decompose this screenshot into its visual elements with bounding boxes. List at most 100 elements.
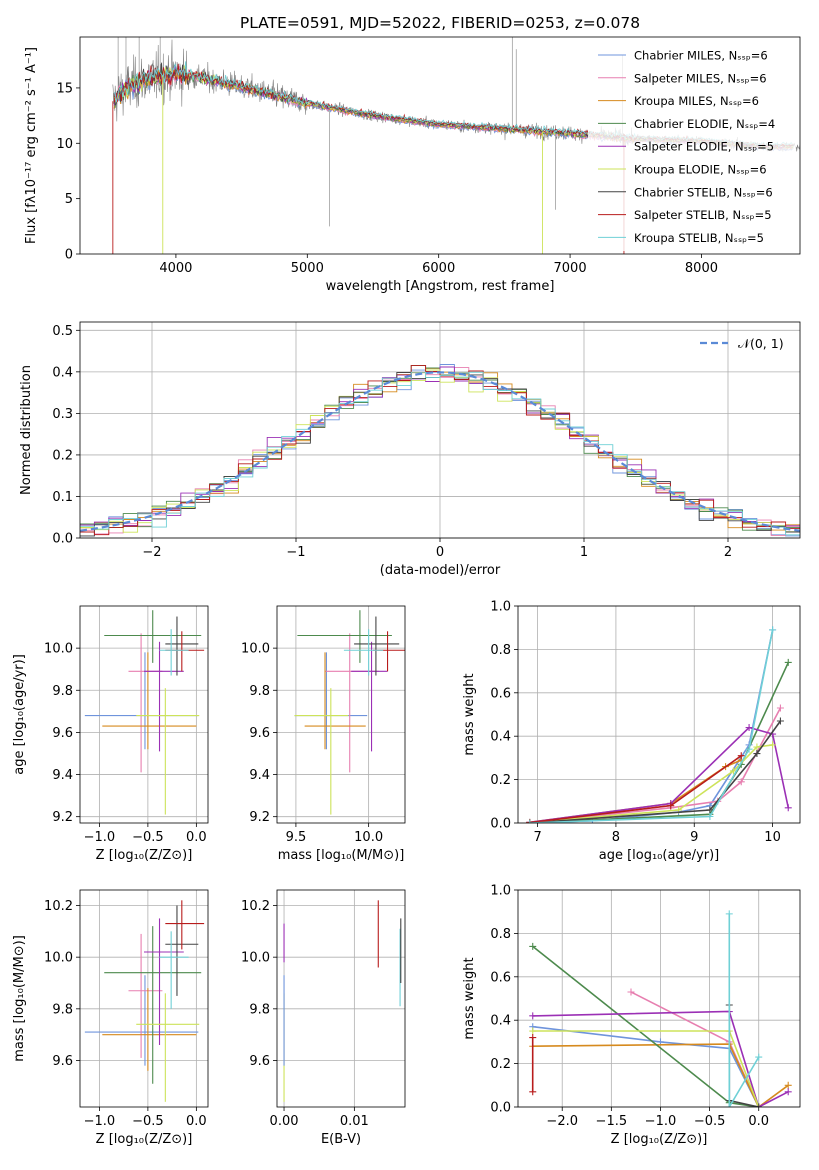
legend: 𝒩(0, 1) — [700, 336, 784, 351]
point-salp_elodie — [144, 918, 184, 1045]
point-salp_miles — [737, 778, 745, 786]
y-tick-label: 0.6 — [490, 686, 511, 701]
point-chab_stelib — [354, 616, 400, 676]
y-tick-label: 0.5 — [52, 324, 73, 339]
axes: 4000 5000 6000 7000 8000 0 5 10 15 wavelength [An… — [24, 36, 801, 294]
hist-krou_stelib — [80, 371, 800, 536]
axes-frame — [517, 605, 801, 824]
x-tick-label: −1.0 — [84, 1114, 116, 1129]
y-tick-label: 0.2 — [490, 1057, 511, 1072]
panel-weight_vs_z: −2.0 −1.5 −1.0 −0.5 0.0 0.0 0.2 0.4 0.6 0.8 1.0 Z [… — [462, 884, 801, 1147]
legend-label: Salpeter STELIB, Nₛₛₚ=5 — [634, 208, 772, 222]
series-chab_elodie — [532, 945, 759, 1107]
x-tick-label: 9 — [690, 830, 698, 845]
x-tick-label: 0.0 — [748, 1114, 769, 1129]
legend-label: Chabrier MILES, Nₛₛₚ=6 — [634, 49, 768, 63]
series-krou_elodie — [532, 1030, 760, 1107]
y-tick-label: 0 — [65, 248, 73, 263]
axes: −2 −1 0 1 2 0.0 0.1 0.2 0.3 0.4 0.5 (data-model)/er… — [19, 321, 801, 578]
axes: 9.5 10.0 9.2 9.4 9.6 9.8 10.0 mass [log₁₀(M/M⊙)… — [241, 605, 406, 863]
point-salp_elodie — [784, 1088, 792, 1096]
legend-label: Salpeter ELODIE, Nₛₛₚ=5 — [634, 140, 774, 154]
x-axis-label: Z [log₁₀(Z/Z⊙)] — [611, 1132, 708, 1147]
figure-title: PLATE=0591, MJD=52022, FIBERID=0253, z=0… — [240, 14, 640, 32]
y-tick-label: 10 — [56, 137, 73, 152]
grid — [518, 605, 800, 824]
point-krou_stelib — [343, 629, 384, 676]
point-krou_stelib — [755, 1053, 763, 1061]
axes-frame — [517, 889, 801, 1108]
plot-area — [80, 364, 800, 537]
panel-weight_vs_age: 7 8 9 10 0.0 0.2 0.4 0.6 0.8 1.0 age [log₁₀(age/yr… — [462, 600, 801, 863]
y-tick-label: 9.2 — [249, 810, 270, 825]
axes: 0.00 0.01 9.6 9.8 10.0 10.2 E(B-V) — [241, 889, 406, 1147]
point-krou_miles — [102, 988, 197, 1071]
point-salp_elodie — [529, 1012, 537, 1020]
panel-mass_vs_z: −1.0 −0.5 0.0 9.6 9.8 10.0 10.2 Z [log₁₀(Z/Z⊙)]… — [12, 889, 209, 1147]
series-krou_stelib — [728, 913, 760, 1107]
x-axis-label: E(B-V) — [321, 1132, 361, 1147]
legend: Chabrier MILES, Nₛₛₚ=6 Salpeter MILES, Nₛ… — [588, 41, 796, 251]
x-tick-label: 5000 — [291, 261, 324, 276]
plot-area — [526, 626, 792, 823]
series-chab_stelib — [529, 720, 782, 823]
point-salp_miles — [627, 988, 635, 996]
y-tick-label: 0.0 — [490, 1101, 511, 1116]
y-axis-label: Flux [fλ10⁻¹⁷ erg cm⁻² s⁻¹ A⁻¹] — [24, 47, 39, 244]
grid — [80, 890, 208, 1107]
y-tick-label: 0.0 — [490, 817, 511, 832]
legend-label: 𝒩(0, 1) — [738, 336, 784, 351]
point-chab_elodie — [297, 610, 392, 663]
plot-area — [84, 900, 205, 1102]
plot-area — [84, 610, 205, 815]
x-tick-label: 10 — [764, 830, 781, 845]
y-tick-label: 1.0 — [490, 600, 511, 615]
y-tick-label: 10.0 — [44, 951, 73, 966]
panel-age_vs_z: −1.0 −0.5 0.0 9.2 9.4 9.6 9.8 10.0 Z [log₁₀(Z/Z⊙… — [12, 605, 209, 863]
x-tick-label: 0.01 — [340, 1114, 369, 1129]
axes-frame — [276, 889, 406, 1108]
point-chab_stelib — [706, 806, 714, 814]
legend-label: Kroupa ELODIE, Nₛₛₚ=6 — [634, 163, 767, 177]
y-axis-label: Normed distribution — [19, 365, 34, 495]
panel-spectrum: 4000 5000 6000 7000 8000 0 5 10 15 wavelength [An… — [24, 36, 801, 294]
x-tick-label: 0.00 — [270, 1114, 299, 1129]
plot-area — [294, 610, 405, 815]
point-salp_stelib — [737, 752, 745, 760]
y-tick-label: 9.2 — [52, 810, 73, 825]
y-tick-label: 10.0 — [241, 951, 270, 966]
series-krou_elodie — [529, 744, 773, 823]
series-salp_elodie — [532, 1010, 789, 1107]
y-tick-label: 9.8 — [249, 684, 270, 699]
point-krou_stelib — [725, 910, 733, 918]
x-axis-label: wavelength [Angstrom, rest frame] — [326, 279, 555, 294]
panel-mass_vs_ebv: 0.00 0.01 9.6 9.8 10.0 10.2 E(B-V) — [241, 889, 406, 1147]
normal-curve — [80, 371, 800, 532]
point-chab_elodie — [784, 658, 792, 666]
y-tick-label: 9.4 — [249, 768, 270, 783]
legend-label: Salpeter MILES, Nₛₛₚ=6 — [634, 71, 767, 85]
point-salp_miles — [776, 704, 784, 712]
y-tick-label: 10.2 — [44, 899, 73, 914]
grid — [277, 890, 405, 1107]
y-tick-label: 5 — [65, 192, 73, 207]
y-tick-label: 0.0 — [52, 532, 73, 547]
point-chab_stelib — [753, 750, 761, 758]
y-tick-label: 9.8 — [52, 684, 73, 699]
point-chab_elodie — [104, 610, 202, 663]
axes-frame — [79, 605, 209, 824]
x-tick-label: −1.0 — [645, 1114, 677, 1129]
x-tick-label: 0.0 — [186, 1114, 207, 1129]
legend-label: Kroupa STELIB, Nₛₛₚ=5 — [634, 231, 764, 245]
axes: 7 8 9 10 0.0 0.2 0.4 0.6 0.8 1.0 age [log₁₀(age/yr… — [462, 600, 801, 863]
y-tick-label: 0.2 — [490, 773, 511, 788]
x-tick-label: 7 — [533, 830, 541, 845]
point-krou_stelib — [769, 626, 777, 634]
y-tick-label: 0.8 — [490, 927, 511, 942]
point-krou_stelib — [745, 745, 753, 753]
point-chab_stelib — [755, 1103, 763, 1107]
y-axis-label: age [log₁₀(age/yr)] — [12, 654, 27, 775]
point-salp_miles — [325, 633, 379, 773]
y-tick-label: 1.0 — [490, 884, 511, 899]
